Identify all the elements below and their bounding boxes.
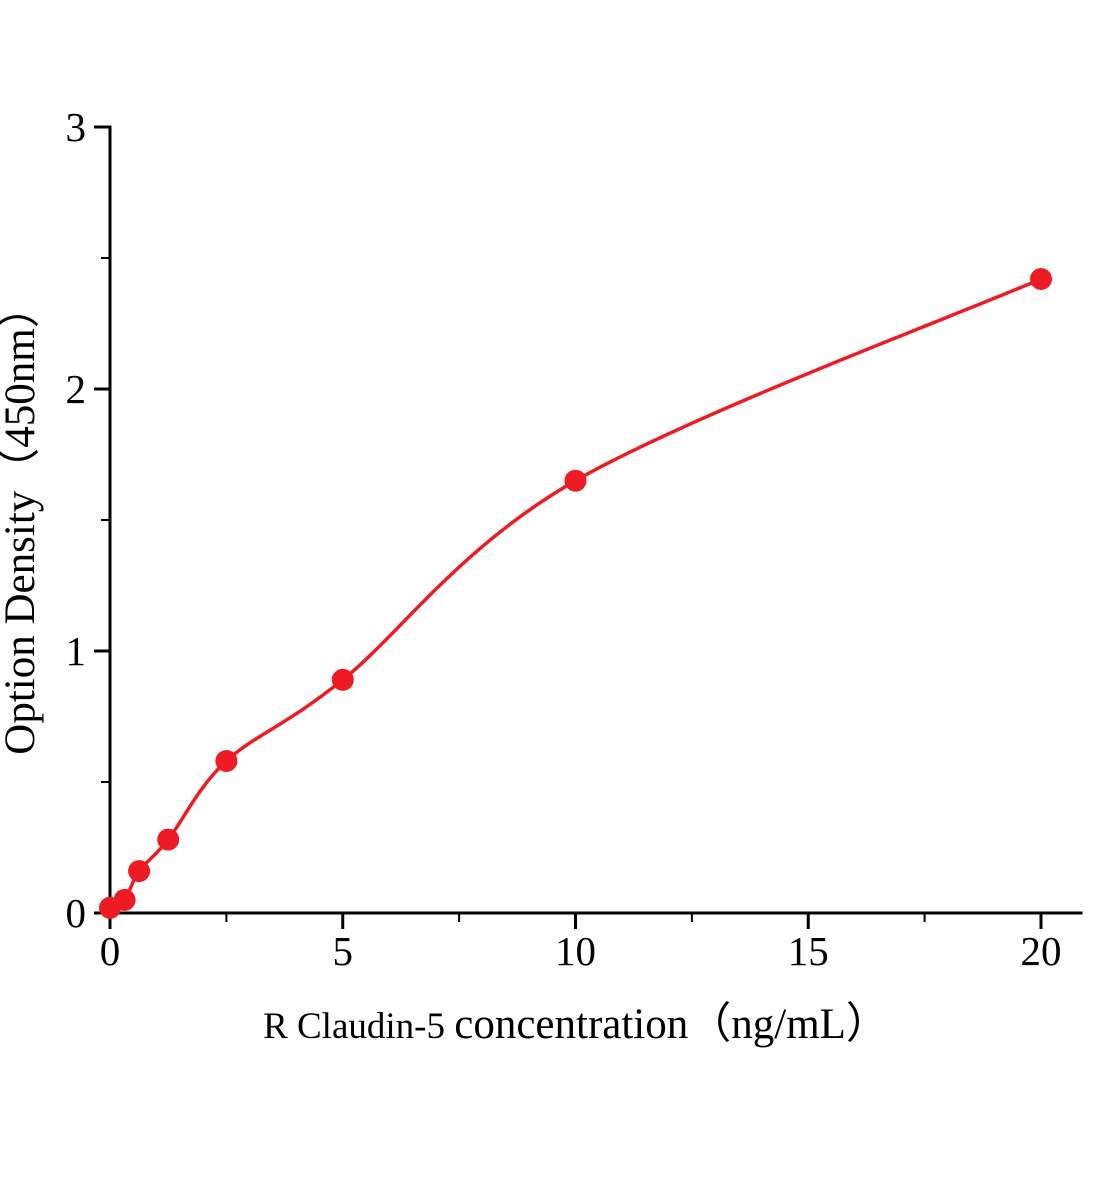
x-tick-label: 15 xyxy=(788,928,829,974)
standard-curve-line xyxy=(108,277,1043,910)
data-point xyxy=(157,828,180,851)
data-point xyxy=(331,668,354,691)
data-point xyxy=(564,469,587,492)
y-tick-label: 2 xyxy=(66,366,87,412)
y-tick-label: 0 xyxy=(66,890,87,936)
tick-labels: 0 5 10 15 20 0 1 2 3 xyxy=(66,104,1062,974)
y-tick-label: 3 xyxy=(66,104,87,150)
axis-ticks xyxy=(94,125,1043,929)
y-axis-label: Option Density（450nm） xyxy=(0,285,44,754)
x-axis-label-prefix: R Claudin-5 xyxy=(263,1006,454,1047)
data-point xyxy=(113,888,136,911)
axes xyxy=(108,125,1083,915)
data-point xyxy=(215,750,238,772)
data-points xyxy=(99,268,1052,919)
axis-lines xyxy=(108,125,1083,915)
data-point xyxy=(1030,268,1052,290)
fit-curve xyxy=(108,277,1043,910)
x-axis-label: R Claudin-5 concentration（ng/mL） xyxy=(263,1001,889,1048)
x-tick-label: 20 xyxy=(1021,928,1062,974)
x-axis-label-main: concentration（ng/mL） xyxy=(454,1001,889,1048)
x-tick-label: 5 xyxy=(333,928,354,974)
y-tick-label: 1 xyxy=(66,628,87,674)
data-point xyxy=(128,860,151,883)
x-tick-label: 10 xyxy=(555,928,596,974)
x-tick-label: 0 xyxy=(100,928,121,974)
